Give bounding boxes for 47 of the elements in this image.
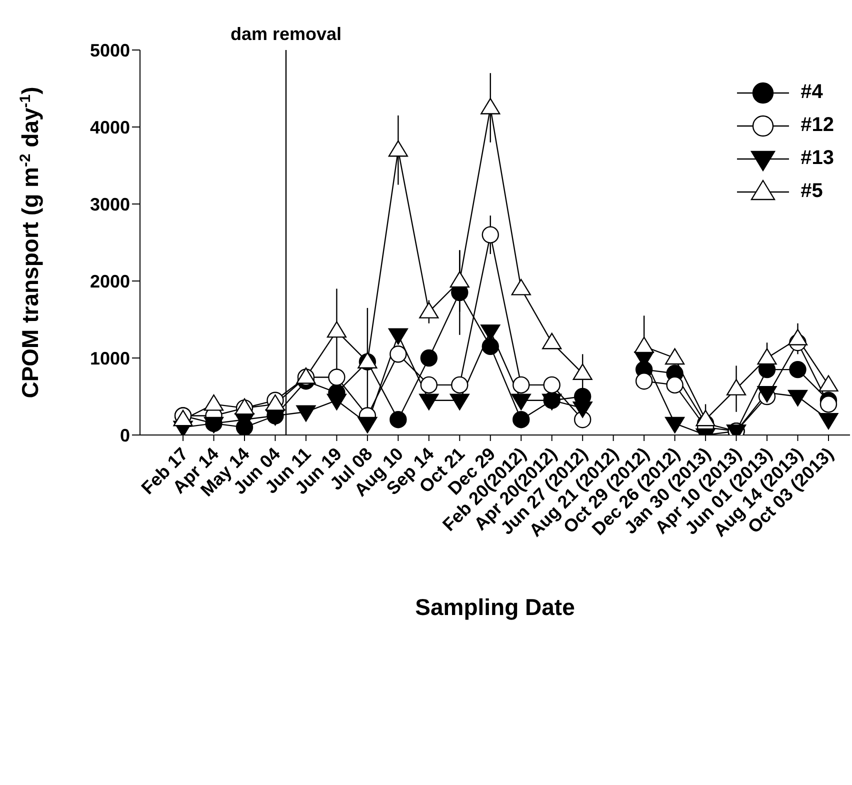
ref-line-label: dam removal (230, 24, 342, 44)
legend-label: #12 (800, 114, 834, 137)
point (512, 376, 530, 394)
point (511, 278, 531, 296)
point (419, 394, 439, 410)
point (390, 411, 407, 428)
point (420, 349, 438, 367)
y-tick-label: 3000 (90, 194, 130, 214)
point (757, 348, 777, 365)
point (511, 394, 531, 410)
y-tick-label: 5000 (90, 40, 130, 60)
point (542, 332, 562, 350)
point (572, 401, 592, 418)
point (820, 396, 838, 413)
point (358, 416, 378, 434)
legend-label: #4 (800, 81, 823, 104)
y-tick-label: 1000 (90, 348, 130, 368)
point (450, 271, 470, 288)
point (789, 360, 806, 378)
point (665, 348, 685, 365)
point (666, 376, 684, 394)
point (512, 411, 530, 428)
point (482, 338, 499, 356)
point (788, 390, 808, 406)
x-axis-title: Sampling Date (415, 594, 575, 620)
point (788, 328, 808, 346)
point (480, 98, 500, 114)
point (635, 372, 653, 390)
y-tick-label: 0 (120, 425, 130, 446)
point (326, 394, 347, 410)
point (326, 321, 347, 338)
y-tick-label: 4000 (90, 117, 130, 138)
point (450, 394, 470, 410)
legend-label: #13 (800, 147, 834, 170)
point (419, 302, 439, 318)
point (296, 405, 316, 422)
point (757, 386, 777, 402)
point (665, 416, 685, 434)
legend-label: #5 (800, 180, 823, 203)
point (451, 376, 468, 394)
point (818, 413, 838, 430)
point (634, 336, 654, 354)
point (388, 140, 408, 157)
point (420, 376, 438, 394)
point (390, 346, 407, 363)
y-tick-label: 2000 (90, 271, 130, 292)
point (482, 226, 499, 244)
